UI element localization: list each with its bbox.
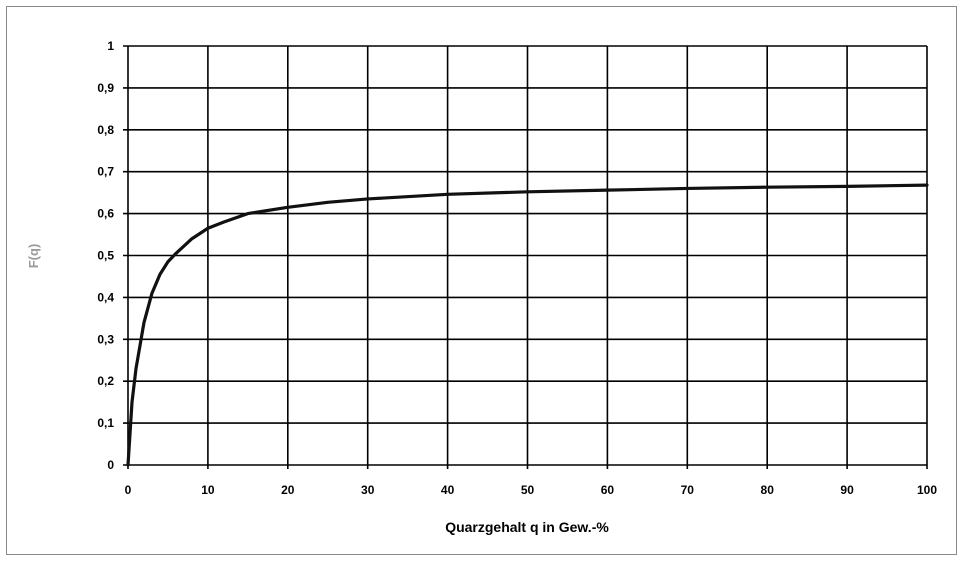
- y-tick-label: 0,5: [97, 249, 114, 263]
- x-tick-label: 70: [681, 483, 695, 497]
- x-tick-label: 100: [917, 483, 937, 497]
- tick-labels: 0 10 20 30 40 50 60 70 80 90 100 0 0,1 0,2 0,3 0,4 0,5 0,…: [97, 39, 937, 497]
- y-tick-label: 0,7: [97, 165, 114, 179]
- x-axis-title: Quarzgehalt q in Gew.-%: [445, 519, 609, 535]
- x-tick-label: 60: [601, 483, 615, 497]
- series-line: [126, 183, 929, 467]
- x-tick-label: 40: [441, 483, 455, 497]
- x-tick-label: 90: [840, 483, 854, 497]
- x-tick-label: 30: [361, 483, 375, 497]
- x-tick-label: 20: [281, 483, 295, 497]
- y-tick-label: 0,3: [97, 332, 114, 346]
- y-tick-label: 0: [107, 458, 114, 472]
- x-tick-label: 0: [125, 483, 132, 497]
- y-tick-label: 0,9: [97, 81, 114, 95]
- x-tick-label: 10: [201, 483, 215, 497]
- y-axis-title: F(q): [26, 244, 41, 269]
- y-tick-label: 0,8: [97, 123, 114, 137]
- x-tick-label: 50: [521, 483, 535, 497]
- x-tick-label: 80: [761, 483, 775, 497]
- y-tick-label: 0,1: [97, 416, 114, 430]
- series-layer: [126, 183, 929, 467]
- y-tick-label: 0,2: [97, 374, 114, 388]
- y-tick-label: 1: [107, 39, 114, 53]
- chart-frame: [6, 6, 957, 555]
- grid: [123, 45, 928, 469]
- y-tick-label: 0,4: [97, 290, 114, 304]
- y-tick-label: 0,6: [97, 207, 114, 221]
